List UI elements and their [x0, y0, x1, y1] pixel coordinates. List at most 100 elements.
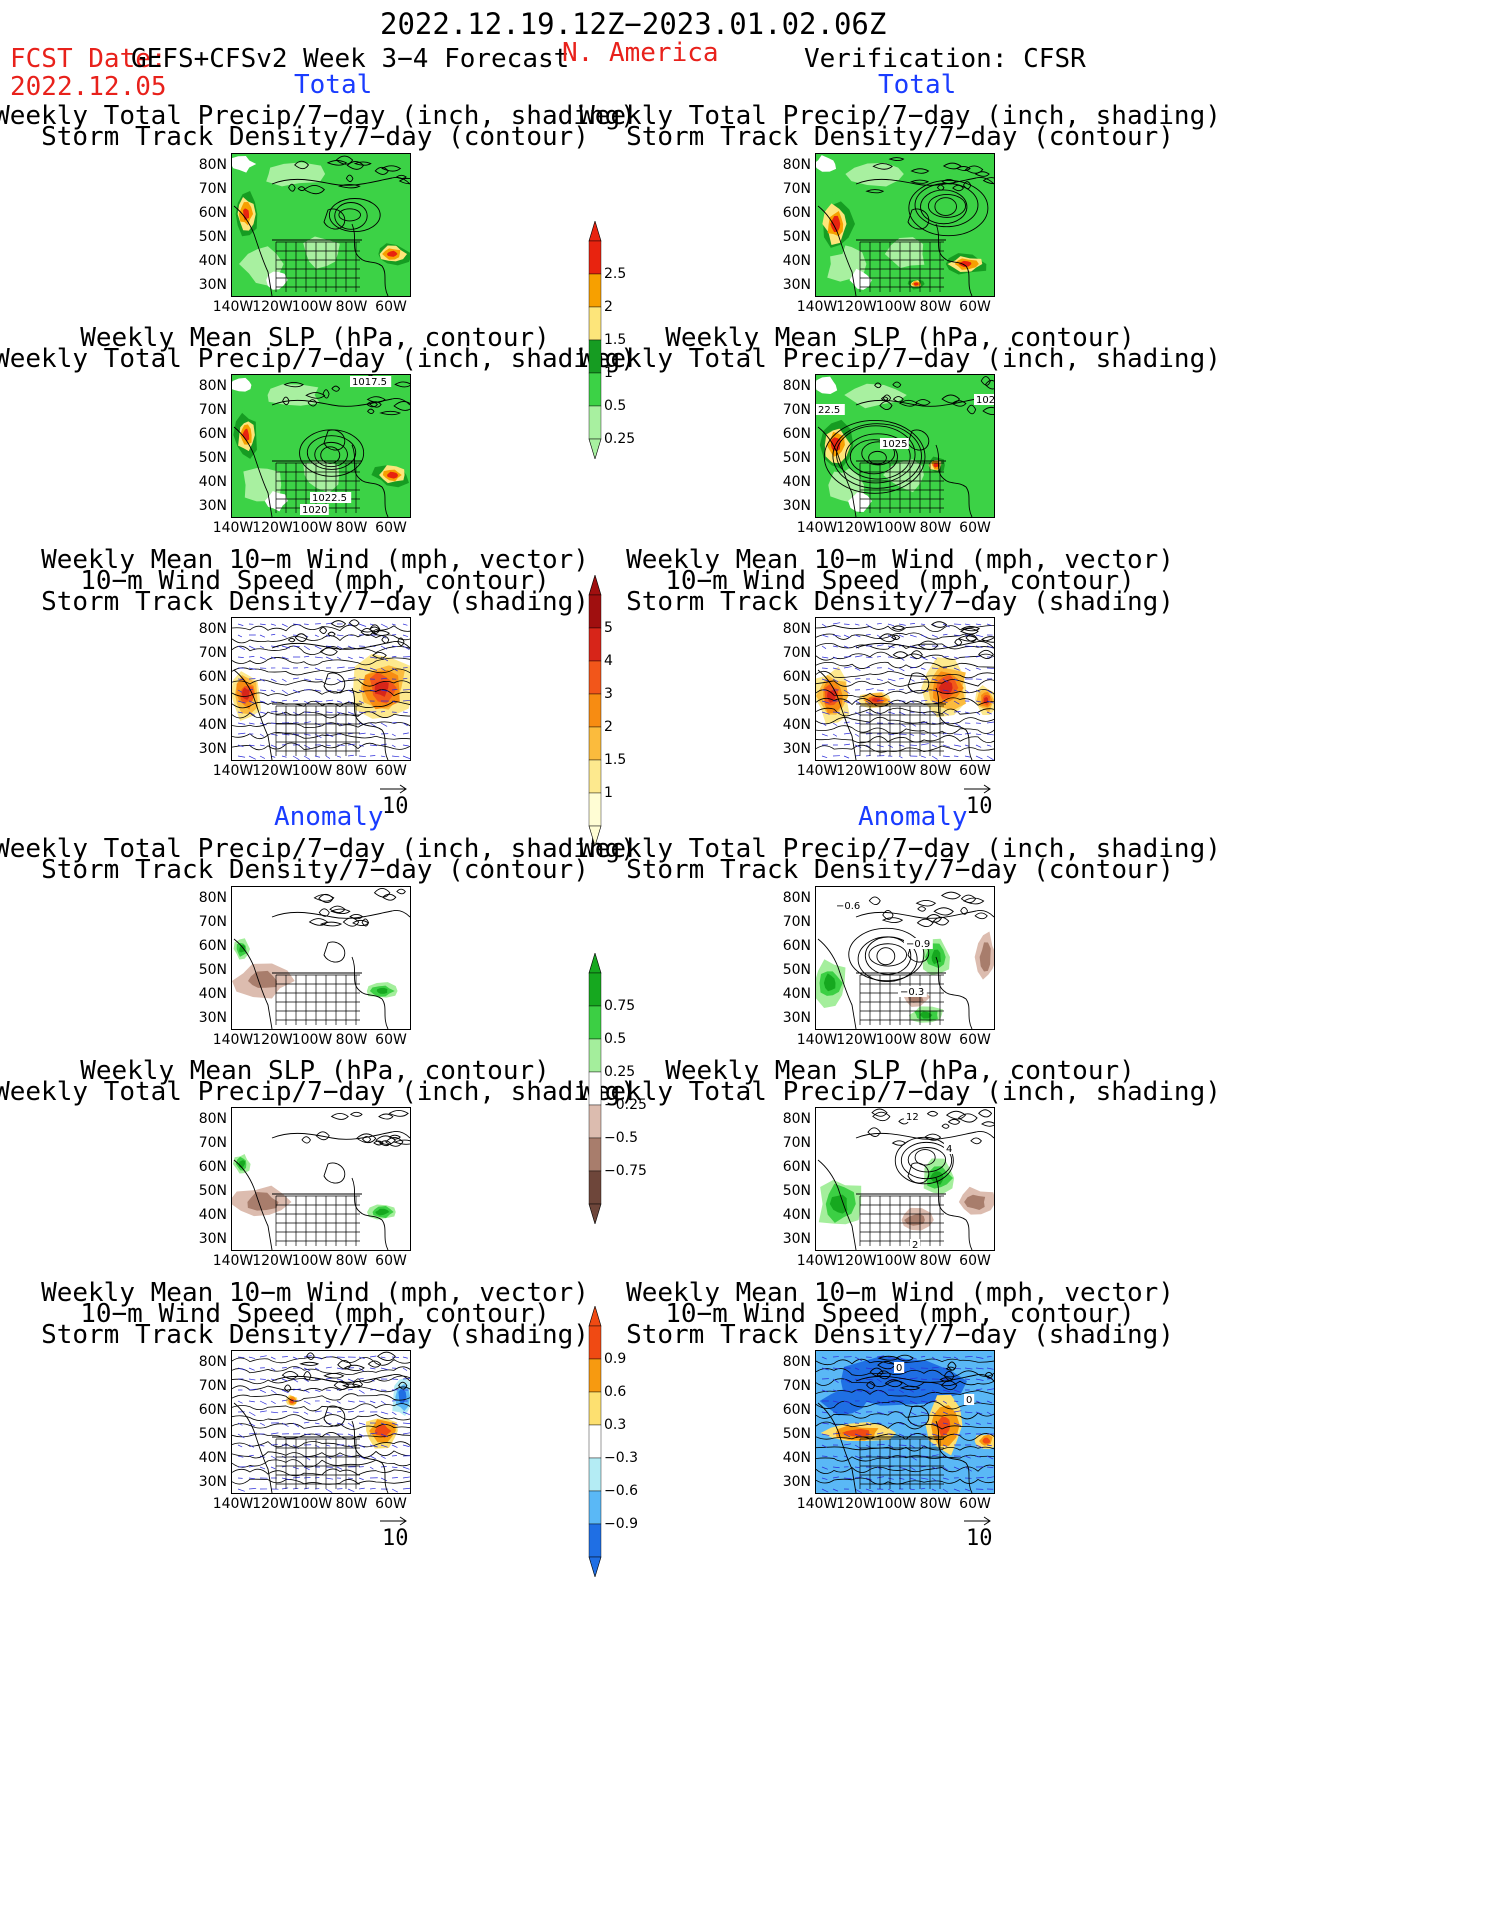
- lon-tick-label: 80W: [335, 1496, 368, 1512]
- lat-tick-label: 50N: [198, 962, 227, 978]
- lat-tick-label: 30N: [782, 741, 811, 757]
- lon-tick-label: 60W: [375, 763, 407, 779]
- lat-tick-label: 40N: [782, 717, 811, 733]
- map-panel-forecast-4: [231, 1107, 411, 1251]
- lat-tick-label: 40N: [782, 253, 811, 269]
- lat-tick-label: 70N: [782, 645, 811, 661]
- lat-tick-label: 40N: [198, 1207, 227, 1223]
- lon-tick-label: 60W: [959, 1032, 991, 1048]
- lon-tick-label: 60W: [375, 299, 407, 315]
- map-panel-forecast-1: 1017.5 1022.5 1020: [231, 374, 411, 518]
- colorbar-label: −0.75: [604, 1163, 647, 1179]
- lat-tick-label: 50N: [782, 693, 811, 709]
- lon-tick-label: 120W: [252, 1032, 293, 1048]
- lon-tick-label: 100W: [875, 1253, 917, 1269]
- lat-tick-label: 30N: [782, 1474, 811, 1490]
- colorbar-label: 2.5: [604, 266, 627, 282]
- lat-tick-label: 70N: [782, 402, 811, 418]
- lat-tick-label: 30N: [198, 277, 227, 293]
- colorbar-label: 0.75: [604, 998, 636, 1014]
- panel-title-verification-4-1: Weekly Total Precip/7−day (inch, shading…: [579, 1077, 1221, 1107]
- lon-tick-label: 100W: [291, 1496, 333, 1512]
- contour-label: 4: [946, 1144, 952, 1155]
- lat-tick-label: 50N: [782, 1183, 811, 1199]
- lon-tick-label: 100W: [291, 1032, 333, 1048]
- lat-tick-label: 60N: [198, 205, 227, 221]
- colorbar-label: 1.5: [604, 752, 627, 768]
- contour-label: 22.5: [818, 405, 840, 416]
- colorbar-label: 2: [604, 719, 613, 735]
- lon-tick-label: 60W: [959, 520, 991, 536]
- lon-tick-label: 120W: [252, 299, 293, 315]
- lat-tick-label: 50N: [782, 1426, 811, 1442]
- lon-tick-label: 140W: [796, 1496, 838, 1512]
- lat-tick-label: 70N: [198, 645, 227, 661]
- lon-tick-label: 80W: [919, 1032, 952, 1048]
- map-canvas: [816, 154, 994, 296]
- colorbar-label: −0.6: [604, 1483, 638, 1499]
- panel-title-forecast-0-0: Weekly Total Precip/7−day (inch, shading…: [0, 101, 636, 131]
- panel-title-forecast-5-0: Weekly Mean 10−m Wind (mph, vector): [41, 1278, 589, 1308]
- map-canvas: [232, 154, 410, 296]
- map-panel-forecast-5: [231, 1350, 411, 1494]
- colorbar-label: 0.5: [604, 1031, 627, 1047]
- lon-tick-label: 60W: [959, 1253, 991, 1269]
- colorbar-label: 3: [604, 686, 613, 702]
- map-canvas: [232, 1351, 410, 1493]
- vector-reference-value: 10: [382, 1526, 409, 1551]
- panel-title-forecast-2-1: 10−m Wind Speed (mph, contour): [80, 566, 550, 596]
- fcst-label: FCST Date:: [10, 44, 167, 74]
- lat-tick-label: 60N: [782, 669, 811, 685]
- panel-title-verification-3-0: Weekly Total Precip/7−day (inch, shading…: [579, 834, 1221, 864]
- lat-tick-label: 80N: [782, 378, 811, 394]
- lat-tick-label: 50N: [198, 693, 227, 709]
- panel-title-forecast-4-1: Weekly Total Precip/7−day (inch, shading…: [0, 1077, 636, 1107]
- model-title: GEFS+CFSv2 Week 3−4 Forecast: [131, 44, 570, 74]
- lat-tick-label: 70N: [198, 1135, 227, 1151]
- map-panel-verification-1: 22.5 1025 102: [815, 374, 995, 518]
- map-panel-forecast-2: [231, 617, 411, 761]
- contour-label: 1020: [302, 505, 327, 516]
- map-panel-verification-3: −0.6 −0.9 −0.3: [815, 886, 995, 1030]
- lon-tick-label: 80W: [335, 763, 368, 779]
- panel-title-forecast-4-0: Weekly Mean SLP (hPa, contour): [80, 1056, 550, 1086]
- lat-tick-label: 30N: [198, 741, 227, 757]
- lon-tick-label: 60W: [959, 1496, 991, 1512]
- lon-tick-label: 60W: [959, 763, 991, 779]
- panel-title-verification-1-0: Weekly Mean SLP (hPa, contour): [665, 323, 1135, 353]
- lat-tick-label: 40N: [198, 986, 227, 1002]
- lon-tick-label: 60W: [375, 1496, 407, 1512]
- lat-tick-label: 60N: [198, 1402, 227, 1418]
- map-canvas: [816, 618, 994, 760]
- lat-tick-label: 80N: [198, 890, 227, 906]
- lon-tick-label: 120W: [836, 1253, 877, 1269]
- panel-title-forecast-1-1: Weekly Total Precip/7−day (inch, shading…: [0, 344, 636, 374]
- lon-tick-label: 60W: [375, 520, 407, 536]
- contour-label: −0.9: [906, 939, 930, 950]
- contour-label: 0: [966, 1395, 972, 1406]
- lat-tick-label: 70N: [782, 1378, 811, 1394]
- colorbar-label: −0.5: [604, 1130, 638, 1146]
- lon-tick-label: 140W: [796, 763, 838, 779]
- lon-tick-label: 100W: [291, 299, 333, 315]
- lon-tick-label: 100W: [291, 520, 333, 536]
- panel-title-forecast-2-0: Weekly Mean 10−m Wind (mph, vector): [41, 545, 589, 575]
- panel-title-verification-5-0: Weekly Mean 10−m Wind (mph, vector): [626, 1278, 1174, 1308]
- lat-tick-label: 50N: [782, 962, 811, 978]
- section-anomaly-left: Anomaly: [274, 802, 384, 832]
- vector-reference-value: 10: [966, 794, 993, 819]
- lon-tick-label: 120W: [252, 763, 293, 779]
- lon-tick-label: 80W: [335, 1253, 368, 1269]
- colorbar-label: 0.5: [604, 398, 627, 414]
- lat-tick-label: 60N: [198, 669, 227, 685]
- lat-tick-label: 50N: [198, 229, 227, 245]
- lat-tick-label: 60N: [782, 426, 811, 442]
- panel-title-verification-1-1: Weekly Total Precip/7−day (inch, shading…: [579, 344, 1221, 374]
- lon-tick-label: 120W: [836, 520, 877, 536]
- colorbar-label: 0.3: [604, 1417, 627, 1433]
- lat-tick-label: 70N: [782, 1135, 811, 1151]
- lat-tick-label: 60N: [782, 205, 811, 221]
- lon-tick-label: 120W: [836, 1032, 877, 1048]
- lat-tick-label: 50N: [782, 229, 811, 245]
